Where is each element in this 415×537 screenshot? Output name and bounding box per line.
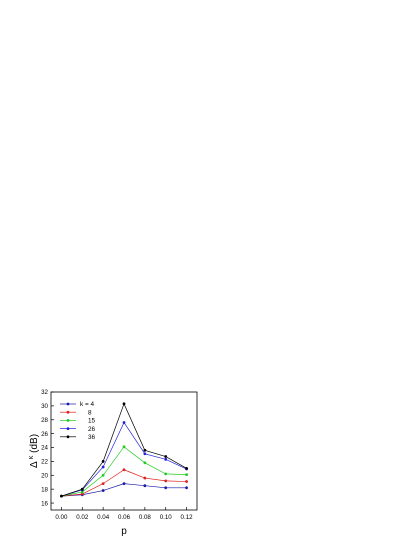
x-tick-label: 0.10 <box>160 514 173 521</box>
y-tick-label: 16 <box>41 500 48 507</box>
series-line <box>61 446 187 497</box>
y-axis-title-main: Δ <box>29 461 40 468</box>
y-tick-label: 32 <box>41 389 48 396</box>
y-axis-ticks: 16 18 20 22 24 26 28 30 32 <box>41 389 54 507</box>
data-point <box>164 455 168 458</box>
data-point <box>164 457 168 461</box>
data-point <box>80 490 84 494</box>
legend-label: 36 <box>88 434 96 441</box>
series-5 <box>60 402 188 498</box>
y-axis-title-sup: κ <box>28 455 35 459</box>
data-point <box>101 489 105 492</box>
y-axis-title-rest: (dB) <box>29 434 40 453</box>
data-point <box>101 460 105 463</box>
x-tick-label: 0.08 <box>139 514 152 521</box>
legend-marker <box>66 419 70 422</box>
y-tick-label: 18 <box>41 486 48 493</box>
legend-marker <box>66 427 70 430</box>
data-point <box>122 482 126 486</box>
x-tick-label: 0.02 <box>76 514 89 521</box>
y-tick-label: 20 <box>41 472 48 479</box>
legend-label: 8 <box>88 409 92 416</box>
data-point <box>122 468 126 472</box>
legend-label: 26 <box>88 426 96 433</box>
data-point <box>143 484 147 488</box>
legend-marker <box>66 435 70 439</box>
y-tick-label: 28 <box>41 417 48 424</box>
y-tick-label: 22 <box>41 459 48 466</box>
data-point <box>122 421 126 424</box>
data-point <box>143 448 147 452</box>
data-point <box>143 461 147 465</box>
data-point <box>185 486 188 490</box>
x-tick-label: 0.12 <box>181 514 194 521</box>
data-point <box>101 465 105 469</box>
data-point <box>122 402 126 406</box>
y-axis-title: Δ κ (dB) <box>25 434 40 468</box>
legend-label: k = 4 <box>80 401 94 408</box>
y-tick-label: 30 <box>41 403 48 410</box>
data-point <box>101 473 105 477</box>
data-point <box>164 479 168 483</box>
data-point <box>101 482 105 486</box>
x-tick-label: 0.06 <box>118 514 131 521</box>
legend-marker <box>66 402 70 406</box>
y-tick-label: 26 <box>41 431 48 438</box>
series-3 <box>60 445 188 498</box>
series-2 <box>60 468 188 498</box>
series-line <box>61 421 187 497</box>
data-point <box>185 473 188 476</box>
data-point <box>122 445 126 449</box>
legend-label: 15 <box>88 418 96 425</box>
x-axis-ticks: 0.00 0.02 0.04 0.06 0.08 0.10 0.12 <box>55 507 193 521</box>
data-point <box>80 492 84 496</box>
x-axis-title: p <box>121 526 127 537</box>
data-point <box>143 476 147 480</box>
data-point <box>185 480 188 483</box>
data-point <box>185 466 188 470</box>
x-tick-label: 0.00 <box>55 514 68 521</box>
data-point <box>164 486 168 490</box>
x-tick-label: 0.04 <box>97 514 110 521</box>
legend-marker <box>66 410 70 414</box>
series-layer <box>60 402 188 498</box>
data-point <box>80 487 84 491</box>
data-point <box>143 452 147 456</box>
y-tick-label: 24 <box>41 445 48 452</box>
data-point <box>60 494 63 498</box>
data-point <box>164 472 168 476</box>
series-4 <box>60 421 188 498</box>
